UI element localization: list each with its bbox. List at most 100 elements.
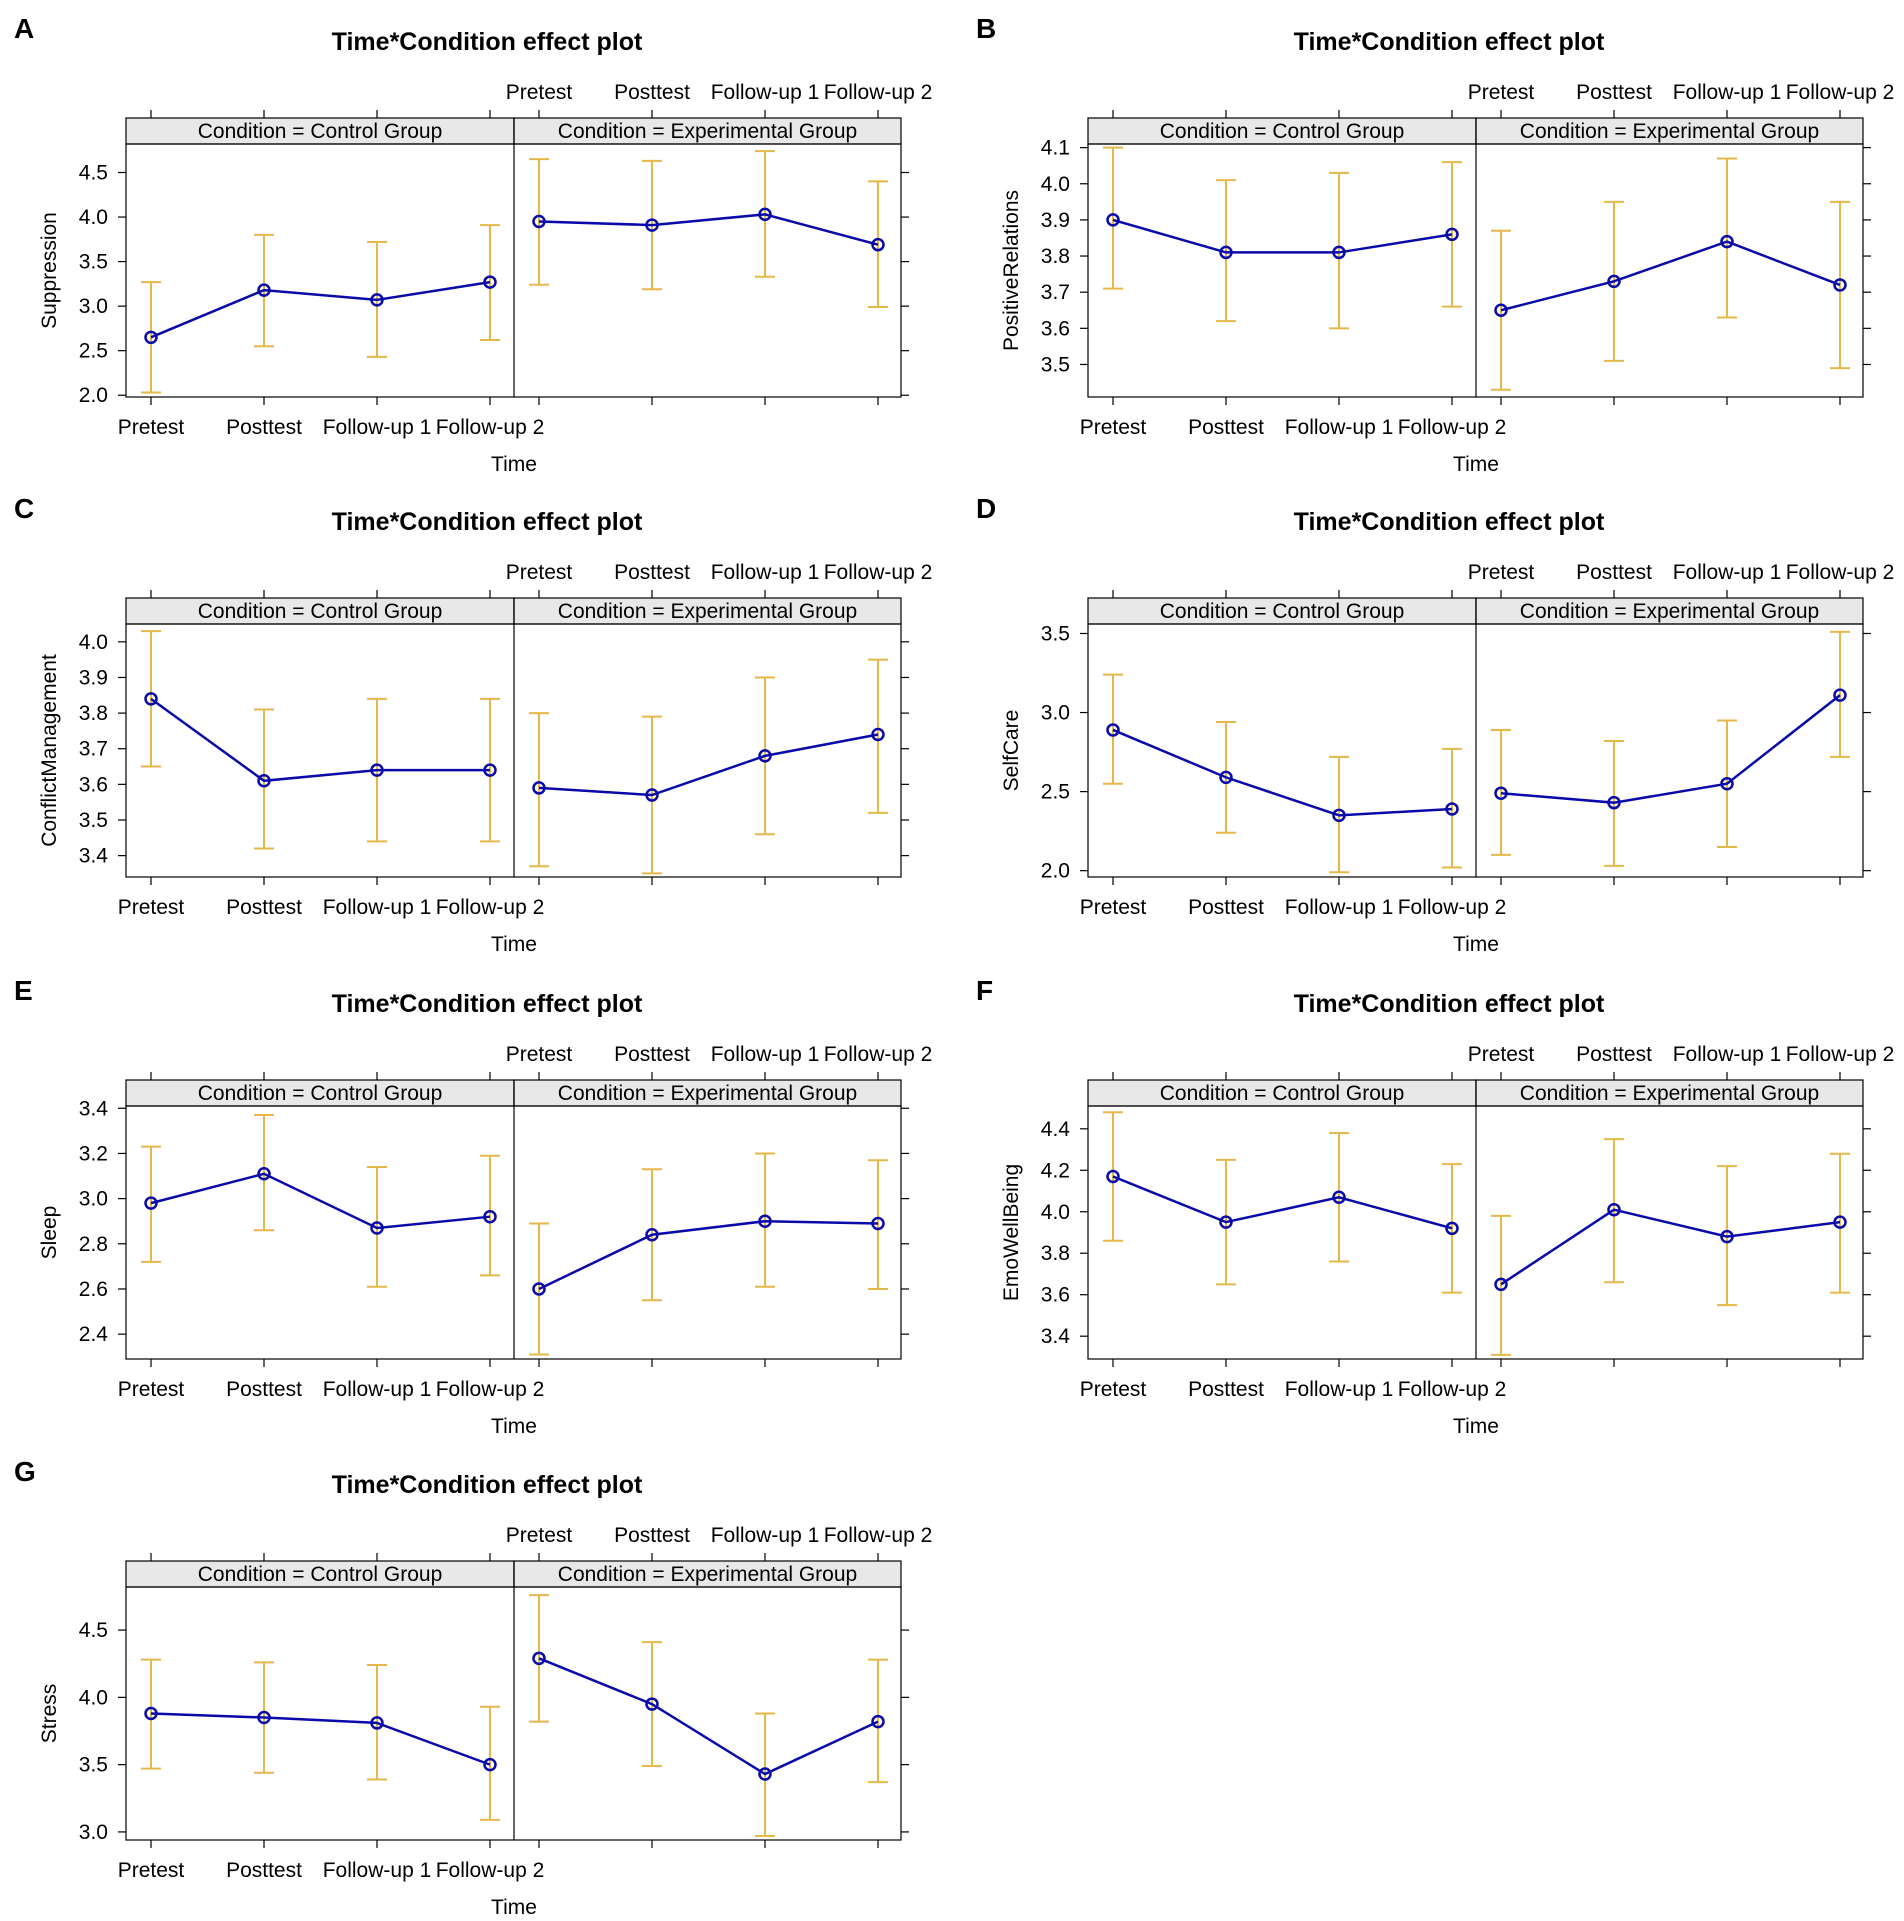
y-tick-label: 3.7	[1041, 281, 1070, 304]
x-tick-label-top: Follow-up 2	[824, 1043, 933, 1066]
y-tick-label: 3.2	[79, 1142, 108, 1165]
strip-label: Condition = Experimental Group	[1520, 600, 1819, 623]
x-tick-label: Pretest	[1080, 1378, 1147, 1401]
data-point	[1607, 795, 1621, 810]
series-line	[1500, 240, 1841, 312]
x-tick-label: Posttest	[226, 1859, 302, 1882]
chart-B: B Time*Condition effect plot Condition = C…	[976, 13, 1894, 476]
chart-E: E Time*Condition effect plot Condition = C…	[14, 975, 932, 1438]
data-point	[1720, 776, 1734, 791]
x-tick-label: Pretest	[118, 1859, 185, 1882]
x-tick-label: Follow-up 1	[323, 1378, 432, 1401]
y-tick-label: 3.5	[79, 809, 108, 832]
x-tick-label: Follow-up 2	[1398, 416, 1507, 439]
series-line	[1500, 1208, 1841, 1286]
x-tick-label-top: Posttest	[614, 561, 690, 584]
y-axis-label: ConflictManagement	[38, 654, 61, 847]
data-point	[1607, 274, 1621, 289]
chart-title: Time*Condition effect plot	[1294, 990, 1605, 1018]
data-point	[257, 774, 271, 788]
y-tick-label: 2.4	[79, 1323, 109, 1346]
data-point	[1445, 1221, 1459, 1236]
x-tick-label-top: Posttest	[1576, 81, 1652, 104]
panel-letter: G	[14, 1456, 36, 1487]
data-point	[1494, 1277, 1508, 1292]
data-point	[370, 1221, 384, 1235]
strip-box	[1087, 117, 1477, 145]
x-tick-label: Pretest	[118, 416, 185, 439]
data-point	[1833, 688, 1847, 702]
strip-box	[513, 117, 902, 145]
x-tick-label-top: Follow-up 1	[1673, 561, 1782, 584]
data-point	[483, 1757, 497, 1772]
data-point	[1494, 786, 1508, 800]
data-point	[483, 1209, 497, 1224]
data-point	[758, 1767, 772, 1781]
y-tick-label: 2.8	[79, 1233, 108, 1256]
data-point	[1332, 245, 1346, 260]
y-tick-label: 4.0	[1041, 1201, 1070, 1224]
data-point	[483, 763, 497, 777]
data-point	[871, 1714, 885, 1729]
x-tick-label-top: Follow-up 2	[1786, 1043, 1895, 1066]
x-tick-label-top: Follow-up 2	[824, 1524, 933, 1547]
strip-label: Condition = Experimental Group	[558, 120, 857, 143]
x-tick-label-top: Pretest	[506, 81, 573, 104]
y-axis-label: EmoWellBeing	[1000, 1164, 1023, 1301]
chart-title: Time*Condition effect plot	[332, 990, 643, 1018]
x-tick-label: Follow-up 2	[436, 416, 545, 439]
chart-title: Time*Condition effect plot	[332, 508, 643, 536]
series-line	[1112, 728, 1453, 817]
chart-C: C Time*Condition effect plot Condition = C…	[14, 493, 932, 956]
y-tick-label: 3.9	[79, 666, 108, 689]
x-axis-label: Time	[491, 933, 537, 956]
y-tick-label: 3.0	[1041, 702, 1070, 725]
x-tick-label: Follow-up 1	[1285, 896, 1394, 919]
strip-box	[513, 1560, 902, 1588]
data-point	[370, 293, 384, 307]
x-axis-label: Time	[491, 453, 537, 476]
y-tick-label: 2.0	[1041, 860, 1070, 883]
strip-box	[1475, 117, 1864, 145]
data-point	[1720, 1229, 1734, 1244]
x-tick-label-top: Pretest	[1468, 1043, 1535, 1066]
chart-F: F Time*Condition effect plot Condition = C…	[976, 975, 1894, 1438]
series-line	[1112, 1175, 1453, 1230]
x-tick-label-top: Follow-up 2	[824, 561, 933, 584]
y-tick-label: 4.2	[1041, 1159, 1070, 1182]
strip-label: Condition = Control Group	[1160, 120, 1405, 143]
y-tick-label: 4.0	[79, 1686, 108, 1709]
data-point	[1445, 802, 1459, 816]
y-tick-label: 3.0	[79, 1188, 108, 1211]
data-point	[144, 330, 158, 345]
data-point	[871, 1216, 885, 1231]
data-point	[1219, 1215, 1233, 1229]
y-tick-label: 3.4	[79, 845, 109, 868]
data-point	[532, 1282, 546, 1296]
strip-label: Condition = Experimental Group	[1520, 1082, 1819, 1105]
x-tick-label: Follow-up 2	[436, 1378, 545, 1401]
x-tick-label-top: Follow-up 1	[711, 1524, 820, 1547]
data-point	[758, 749, 772, 763]
chart-title: Time*Condition effect plot	[332, 28, 643, 56]
strip-label: Condition = Control Group	[198, 120, 443, 143]
y-tick-label: 3.9	[1041, 209, 1070, 232]
y-tick-label: 2.5	[79, 340, 108, 363]
strip-label: Condition = Control Group	[198, 600, 443, 623]
data-point	[645, 788, 659, 802]
x-tick-label: Posttest	[226, 416, 302, 439]
data-point	[871, 727, 885, 742]
x-tick-label-top: Follow-up 1	[711, 1043, 820, 1066]
panel-letter: E	[14, 975, 33, 1006]
data-point	[532, 1651, 546, 1666]
data-point	[645, 1228, 659, 1242]
x-tick-label-top: Follow-up 2	[824, 81, 933, 104]
data-point	[257, 1710, 271, 1725]
data-point	[1106, 213, 1120, 227]
series-line	[538, 213, 879, 246]
data-point	[1833, 278, 1847, 292]
y-tick-label: 4.0	[79, 206, 108, 229]
data-point	[1219, 770, 1233, 785]
data-point	[144, 1196, 158, 1210]
y-tick-label: 4.5	[79, 162, 108, 185]
